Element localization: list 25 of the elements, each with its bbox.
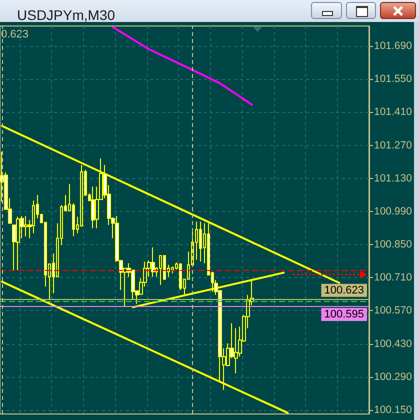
chart-title: USDJPYm,M30 — [17, 7, 116, 23]
candlestick — [199, 221, 202, 262]
candlestick — [163, 254, 166, 281]
candlestick — [159, 255, 162, 286]
candlestick — [91, 186, 95, 229]
y-tick-label: 100.290 — [374, 370, 412, 383]
y-tick-label: 100.150 — [374, 404, 412, 416]
y-tick-label: 100.570 — [374, 304, 412, 317]
candlestick — [151, 246, 155, 278]
ref-line-label: 100.595 — [324, 308, 364, 321]
y-tick-label: 101.550 — [374, 73, 412, 86]
candlestick — [24, 215, 28, 238]
y-tick-label: 100.850 — [374, 238, 412, 251]
y-tick-label: 101.410 — [374, 106, 412, 118]
y-tick-label: 101.690 — [374, 40, 412, 52]
candlestick — [234, 328, 238, 374]
ref-line-label: 100.623 — [324, 284, 364, 296]
y-tick-label: 101.130 — [374, 172, 412, 184]
y-tick-label: 101.270 — [374, 139, 412, 152]
candlestick — [16, 216, 20, 271]
y-tick-label: 100.710 — [374, 272, 412, 284]
line-series — [112, 26, 253, 106]
y-tick-label: 100.990 — [374, 205, 412, 218]
candlestick — [171, 266, 174, 274]
y-tick-label: 100.430 — [374, 338, 412, 350]
